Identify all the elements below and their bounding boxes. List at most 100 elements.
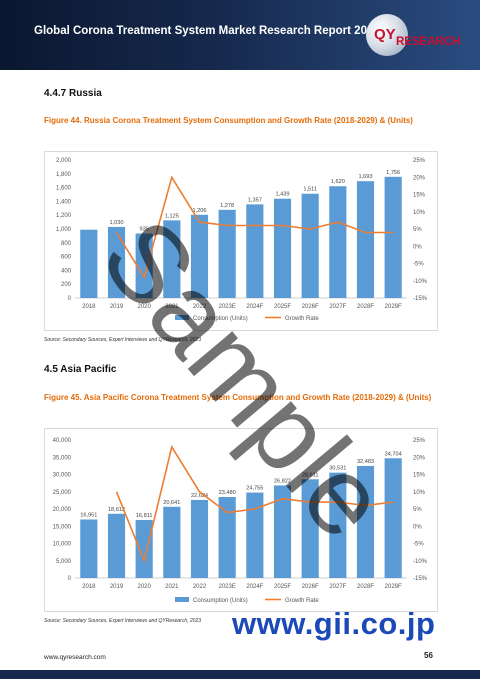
x-tick-label: 2019 (110, 304, 124, 310)
chart-russia: 2,000 1,800 1,600 1,400 1,200 1,000 800 600 400 2… (44, 151, 438, 331)
bar-value-label: 1,357 (248, 197, 262, 203)
x-tick-label: 2019 (110, 584, 124, 590)
bar-value-label: 32,483 (357, 459, 374, 465)
footer-bar (0, 670, 480, 679)
bar-value-label: 1,693 (359, 174, 373, 180)
chart-bar (329, 472, 347, 578)
bar-value-label: 16,951 (80, 513, 97, 519)
globe-icon (366, 14, 408, 56)
y-right-tick-label: 15% (413, 193, 426, 199)
chart-bar (190, 499, 209, 578)
section-heading-asia-pacific: 4.5 Asia Pacific (44, 364, 117, 375)
legend-label-consumption: Consumption (Units) (193, 598, 248, 604)
x-tick-label: 2027F (329, 304, 346, 310)
y-right-tick-label: 20% (413, 175, 426, 181)
bar-value-label: 30,531 (329, 466, 346, 472)
y-left-tick-label: 2,000 (56, 158, 72, 164)
y-right-tick-label: -10% (413, 279, 428, 285)
bar-value-label: 935 (139, 226, 148, 232)
y-left-tick-label: 20,000 (53, 507, 72, 513)
y-right-tick-label: -5% (413, 542, 424, 548)
x-tick-label: 2021 (165, 304, 179, 310)
bar-value-label: 1,511 (303, 187, 317, 193)
y-left-tick-label: 30,000 (53, 473, 72, 479)
y-right-tick-label: 25% (413, 438, 426, 444)
figure-caption-asia-pacific: Figure 45. Asia Pacific Corona Treatment… (44, 393, 432, 402)
bar-value-label: 1,030 (110, 220, 124, 226)
y-right-tick-label: -5% (413, 262, 424, 268)
y-right-tick-label: 0% (413, 244, 422, 250)
chart-bar (163, 220, 181, 298)
x-tick-label: 2026F (302, 304, 319, 310)
x-tick-label: 2029F (385, 304, 402, 310)
chart-bar (135, 520, 153, 578)
y-left-tick-label: 1,200 (56, 213, 72, 219)
bar-value-label: 23,480 (219, 490, 236, 496)
section-heading-russia: 4.4.7 Russia (44, 88, 102, 99)
bar-value-label: 1,278 (220, 203, 234, 209)
bar-value-label: 26,822 (274, 478, 291, 484)
chart-bar (80, 229, 98, 298)
x-tick-label: 2022 (193, 584, 207, 590)
source-note-asia-pacific: Source: Secondary Sources, Expert Interv… (44, 618, 202, 624)
y-left-tick-label: 35,000 (53, 455, 72, 461)
chart-bar (246, 492, 264, 578)
chart-bar (301, 193, 319, 298)
growth-rate-line (115, 175, 394, 280)
x-tick-label: 2026F (302, 584, 319, 590)
chart-bar (301, 479, 319, 578)
chart-bar (218, 209, 236, 298)
logo-research-text: RESEARCH (396, 36, 461, 48)
bar-value-label: 1,125 (165, 213, 179, 219)
x-tick-label: 2023E (218, 584, 235, 590)
legend-swatch-consumption (175, 315, 189, 320)
bar-value-label: 1,620 (331, 179, 345, 185)
y-left-tick-label: 1,400 (56, 199, 72, 205)
qyresearch-logo: QY RESEARCH (366, 14, 462, 58)
legend-label-consumption: Consumption (Units) (193, 316, 248, 322)
chart-bar (107, 513, 126, 578)
legend-label-growth-rate: Growth Rate (285, 598, 319, 604)
x-tick-label: 2021 (165, 584, 179, 590)
y-left-tick-label: 0 (68, 576, 72, 582)
chart-asia-pacific-svg: 40,000 35,000 30,000 25,000 20,000 15,000 10,0… (53, 438, 428, 604)
x-tick-label: 2020 (137, 584, 151, 590)
chart-bar (107, 226, 126, 298)
y-left-tick-label: 400 (61, 268, 72, 274)
y-left-tick-label: 200 (61, 282, 72, 288)
y-right-tick-label: 5% (413, 227, 422, 233)
y-left-tick-label: 10,000 (53, 542, 72, 548)
x-tick-label: 2027F (329, 584, 346, 590)
bar-value-label: 1,756 (386, 170, 400, 176)
x-tick-label: 2024F (246, 584, 263, 590)
y-right-tick-label: 0% (413, 524, 422, 530)
gii-watermark: www.gii.co.jp (232, 606, 436, 641)
y-right-tick-label: 10% (413, 210, 426, 216)
y-left-tick-label: 0 (68, 296, 72, 302)
legend-swatch-consumption (175, 597, 189, 602)
legend-label-growth-rate: Growth Rate (285, 316, 319, 322)
chart-bar (163, 506, 181, 578)
growth-rate-line (115, 444, 394, 564)
y-left-tick-label: 600 (61, 255, 72, 261)
report-header: Global Corona Treatment System Market Re… (0, 0, 480, 70)
y-left-tick-label: 5,000 (56, 559, 72, 565)
y-left-tick-label: 1,800 (56, 172, 72, 178)
chart-bar (218, 496, 236, 578)
bar-value-label: 1,206 (193, 208, 207, 214)
x-tick-label: 2018 (82, 584, 96, 590)
chart-bar (246, 204, 264, 298)
bar-value-label: 16,811 (136, 513, 153, 519)
y-right-tick-label: -15% (413, 296, 428, 302)
y-right-tick-label: -15% (413, 576, 428, 582)
y-left-tick-label: 1,600 (56, 186, 72, 192)
bar-value-label: 24,755 (246, 486, 263, 492)
x-tick-label: 2024F (246, 304, 263, 310)
y-left-tick-label: 25,000 (53, 490, 72, 496)
source-note-russia: Source: Secondary Sources, Expert Interv… (44, 337, 202, 343)
y-right-tick-label: 10% (413, 490, 426, 496)
chart-bar (273, 485, 292, 578)
chart-bar (273, 198, 292, 298)
x-tick-label: 2025F (274, 584, 291, 590)
y-right-tick-label: 20% (413, 455, 426, 461)
